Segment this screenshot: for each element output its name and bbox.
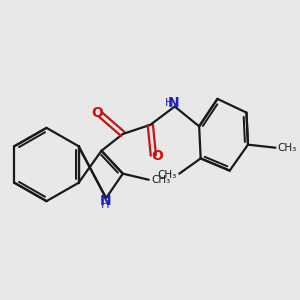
Text: N: N <box>168 96 180 110</box>
Text: O: O <box>151 149 163 163</box>
Text: CH₃: CH₃ <box>277 143 296 153</box>
Text: CH₃: CH₃ <box>152 175 171 185</box>
Text: O: O <box>91 106 103 120</box>
Text: H: H <box>101 200 110 211</box>
Text: CH₃: CH₃ <box>158 170 177 180</box>
Text: H: H <box>165 98 174 108</box>
Text: N: N <box>99 194 111 208</box>
